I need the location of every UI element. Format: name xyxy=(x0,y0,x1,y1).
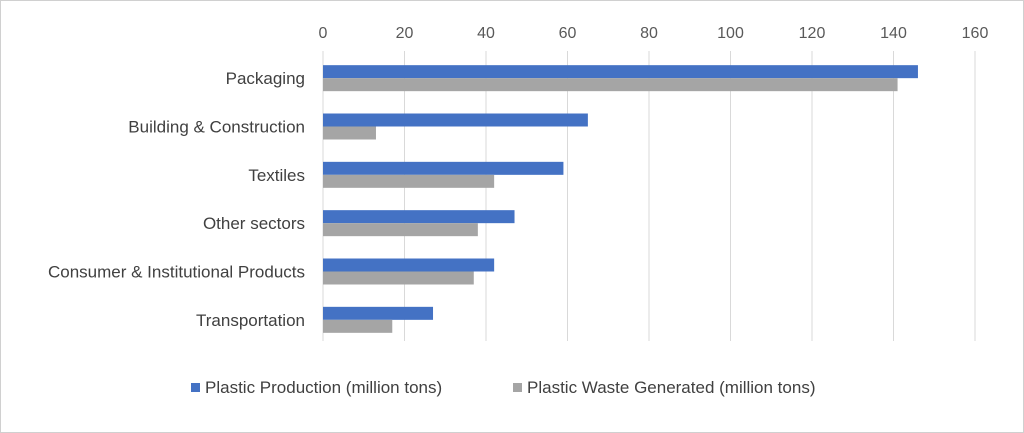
x-axis-tick-labels: 0 20 40 60 80 100 120 140 160 xyxy=(319,25,989,42)
x-tick-label: 20 xyxy=(396,25,414,42)
bar-waste xyxy=(323,319,393,333)
category-label: Packaging xyxy=(226,69,305,88)
category-labels: Packaging Building & Construction Textiles… xyxy=(48,69,305,330)
x-tick-label: 160 xyxy=(962,25,989,42)
category-label: Other sectors xyxy=(203,214,305,233)
bar-production xyxy=(323,161,564,175)
bar-waste xyxy=(323,78,898,92)
legend: Plastic Production (million tons) Plastic… xyxy=(191,378,815,397)
x-tick-label: 100 xyxy=(717,25,744,42)
legend-label: Plastic Production (million tons) xyxy=(205,378,442,397)
category-label: Textiles xyxy=(248,166,305,185)
bar-waste xyxy=(323,223,478,237)
x-tick-label: 120 xyxy=(799,25,826,42)
category-label: Transportation xyxy=(196,311,305,330)
bar-waste xyxy=(323,174,495,188)
legend-swatch xyxy=(513,383,522,392)
gridlines xyxy=(322,51,976,341)
bar-production xyxy=(323,65,918,79)
category-label: Consumer & Institutional Products xyxy=(48,263,305,282)
x-tick-label: 0 xyxy=(319,25,328,42)
legend-swatch xyxy=(191,383,200,392)
bar-waste xyxy=(323,126,376,140)
bar-production xyxy=(323,210,515,224)
category-label: Building & Construction xyxy=(128,118,305,137)
x-tick-label: 140 xyxy=(880,25,907,42)
bar-production xyxy=(323,258,495,272)
bars xyxy=(323,65,918,333)
x-tick-label: 60 xyxy=(559,25,577,42)
x-tick-label: 40 xyxy=(477,25,495,42)
bar-waste xyxy=(323,271,474,285)
bar-production xyxy=(323,306,434,320)
bar-production xyxy=(323,113,588,127)
x-tick-label: 80 xyxy=(640,25,658,42)
legend-label: Plastic Waste Generated (million tons) xyxy=(527,378,815,397)
